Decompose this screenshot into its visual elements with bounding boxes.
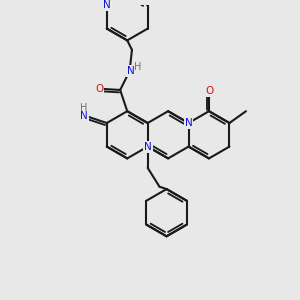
Text: N: N [103,0,111,10]
Text: O: O [95,84,103,94]
Text: O: O [206,86,214,96]
Text: N: N [144,142,152,152]
Text: N: N [185,118,192,128]
Text: H: H [134,62,141,72]
Text: N: N [127,66,134,76]
Text: H: H [80,103,87,113]
Text: N: N [80,111,88,121]
